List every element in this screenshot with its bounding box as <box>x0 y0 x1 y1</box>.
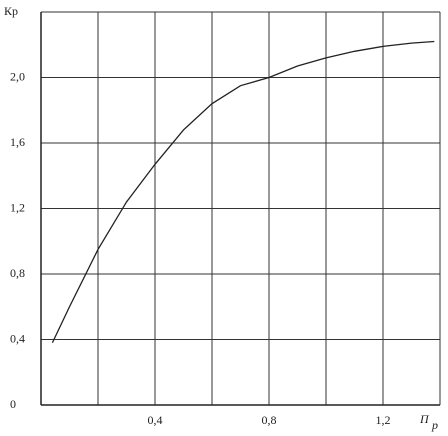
line-series <box>51 40 435 344</box>
y-tick-label: 2,0 <box>10 69 25 83</box>
x-tick-label: 0,8 <box>262 413 277 427</box>
y-tick-label: 1,6 <box>10 135 25 149</box>
y-tick-label: 0,8 <box>10 266 25 280</box>
y-axis-label: Кр <box>4 4 18 18</box>
x-tick-label: 1,2 <box>376 413 391 427</box>
x-axis-label: П <box>419 412 430 426</box>
y-tick-label: 0,4 <box>10 331 25 345</box>
x-axis-label-subscript: р <box>431 418 438 432</box>
y-tick-label: 1,2 <box>10 200 25 214</box>
y-tick-label: 0 <box>10 397 16 411</box>
x-tick-label: 0,4 <box>148 413 163 427</box>
